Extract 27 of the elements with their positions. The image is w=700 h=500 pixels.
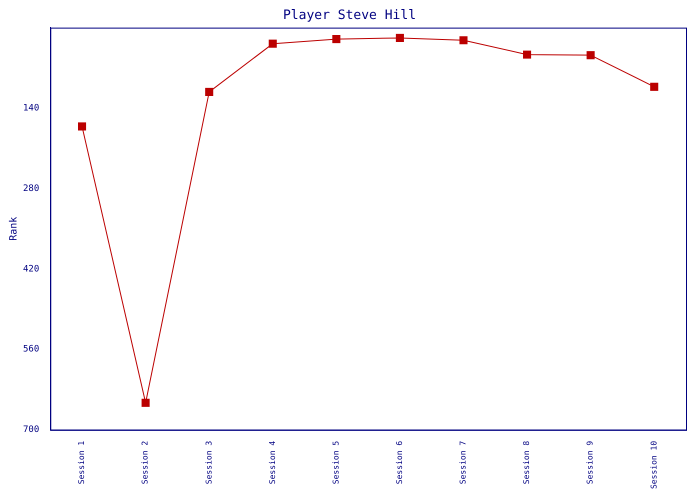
point	[268, 40, 277, 48]
x-tick-label: Session 6	[394, 440, 404, 484]
point	[205, 88, 214, 96]
point	[142, 398, 150, 407]
chart-title: Player Steve Hill	[282, 8, 416, 24]
x-tick-label: Session 1	[77, 440, 86, 484]
x-tick-label: Session 2	[140, 440, 150, 484]
point	[78, 122, 86, 130]
y-tick-label: 420	[22, 264, 40, 274]
x-tick-label: Session 7	[458, 440, 468, 484]
point	[332, 35, 340, 44]
y-tick-label: 700	[22, 425, 40, 436]
x-tick-label: Session 10	[649, 440, 658, 490]
point	[459, 36, 468, 44]
point	[586, 51, 595, 60]
y-tick-label: 280	[22, 184, 40, 194]
x-tick-label: Session 5	[331, 440, 340, 484]
x-tick-label: Session 4	[268, 440, 277, 484]
y-tick-label: 560	[22, 344, 40, 355]
y-axis-title: Rank	[8, 216, 20, 241]
x-tick-label: Session 8	[522, 440, 532, 484]
x-tick-label: Session 9	[586, 440, 595, 484]
y-tick-label: 140	[22, 103, 40, 114]
point	[650, 82, 658, 91]
point	[396, 34, 404, 42]
x-tick-label: Session 3	[204, 440, 214, 484]
point	[523, 50, 532, 59]
